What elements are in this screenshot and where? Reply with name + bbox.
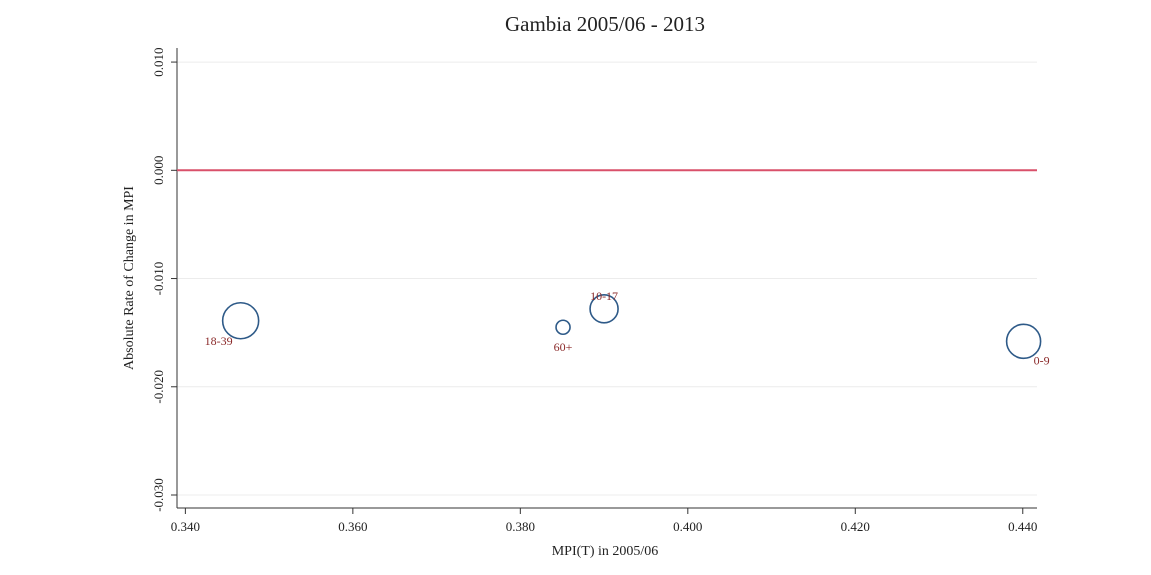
y-tick-label: 0.010 [151,47,166,76]
point-label: 18-39 [205,334,233,348]
chart-title: Gambia 2005/06 - 2013 [505,12,705,36]
x-tick-label: 0.360 [338,519,367,534]
x-tick-label: 0.440 [1008,519,1037,534]
point-label: 0-9 [1034,353,1050,367]
x-tick-label: 0.400 [673,519,702,534]
bubble [1005,323,1042,360]
x-tick-label: 0.340 [171,519,200,534]
y-axis-title: Absolute Rate of Change in MPI [122,186,137,370]
x-tick-label: 0.380 [506,519,535,534]
x-tick-label: 0.420 [841,519,870,534]
bubble [589,294,619,324]
y-tick-label: -0.010 [151,262,166,296]
point-label: 60+ [554,340,573,354]
bubble [555,319,571,336]
bubble [221,301,260,340]
y-tick-label: 0.000 [151,156,166,185]
y-tick-label: -0.030 [151,478,166,512]
point-label: 10-17 [590,289,618,303]
x-axis-title: MPI(T) in 2005/06 [552,544,659,559]
y-tick-label: -0.020 [151,370,166,404]
